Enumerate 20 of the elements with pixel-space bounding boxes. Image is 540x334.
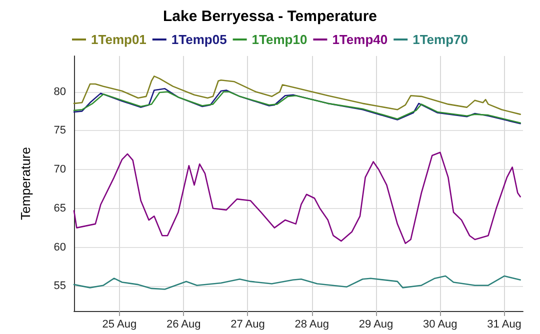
x-tick-label: 31 Aug	[487, 318, 522, 330]
y-axis-title: Temperature	[18, 147, 33, 220]
legend-label: 1Temp70	[412, 32, 468, 47]
y-tick-label: 55	[54, 280, 66, 292]
y-tick-label: 60	[54, 241, 66, 254]
y-tick-label: 65	[54, 202, 66, 214]
x-tick-label: 25 Aug	[102, 318, 137, 330]
y-tick-label: 70	[54, 164, 66, 176]
legend-label: 1Temp40	[332, 32, 388, 47]
legend-label: 1Temp10	[252, 32, 308, 47]
chart-title: Lake Berryessa - Temperature	[163, 8, 377, 25]
x-tick-label: 30 Aug	[423, 318, 458, 330]
legend-label: 1Temp01	[91, 32, 146, 47]
legend-label: 1Temp05	[171, 32, 227, 47]
x-tick-label: 27 Aug	[230, 318, 265, 330]
x-tick-label: 26 Aug	[166, 318, 201, 330]
x-tick-label: 28 Aug	[294, 318, 329, 330]
y-tick-label: 75	[54, 124, 66, 137]
y-tick-label: 80	[54, 86, 66, 98]
x-tick-label: 29 Aug	[358, 318, 394, 330]
